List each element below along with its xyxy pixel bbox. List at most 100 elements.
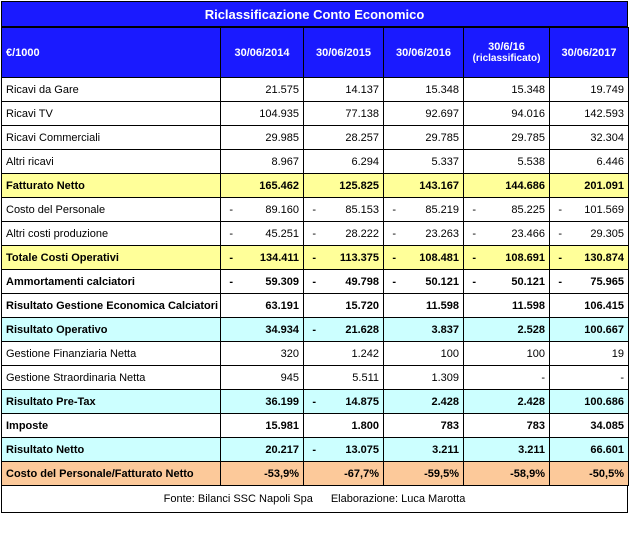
value-text: 66.601 <box>590 443 624 456</box>
value-text: 134.411 <box>259 251 299 264</box>
value-cell: 100 <box>463 341 550 366</box>
column-header: 30/06/2014 <box>220 27 304 78</box>
value-text: 11.598 <box>511 299 545 312</box>
value-cell: -53,9% <box>220 461 304 486</box>
value-cell: -50,5% <box>549 461 629 486</box>
negative-sign: - <box>229 275 233 288</box>
value-cell: 14.137 <box>303 77 384 102</box>
value-cell: 945 <box>220 365 304 390</box>
value-cell: 104.935 <box>220 101 304 126</box>
value-text: -53,9% <box>264 467 299 480</box>
value-cell: 5.538 <box>463 149 550 174</box>
value-cell: 144.686 <box>463 173 550 198</box>
row-label: Risultato Operativo <box>1 317 221 342</box>
value-text: 6.446 <box>596 155 624 168</box>
value-cell: - 50.121 <box>463 269 550 294</box>
value-text: 3.211 <box>432 443 459 456</box>
negative-sign: - <box>558 203 562 216</box>
table-row: Ricavi TV 104.935 77.138 92.697 94.016 142.59… <box>1 101 629 126</box>
row-label: Ricavi TV <box>1 101 221 126</box>
value-text: 783 <box>440 419 459 432</box>
table-row: Risultato Gestione Economica Calciatori 6… <box>1 293 629 318</box>
value-cell: 63.191 <box>220 293 304 318</box>
value-text: 1.800 <box>351 419 379 432</box>
column-header-label: 30/06/2016 <box>395 46 452 59</box>
value-text: 85.219 <box>425 203 459 216</box>
table-row: Totale Costi Operativi -134.411-113.375-1… <box>1 245 629 270</box>
value-cell: 8.967 <box>220 149 304 174</box>
table-row: Altri ricavi 8.967 6.294 5.337 5.538 6.446 <box>1 149 629 174</box>
value-text: 8.967 <box>271 155 299 168</box>
value-cell: 1.242 <box>303 341 384 366</box>
value-cell: 66.601 <box>549 437 629 462</box>
value-cell: 106.415 <box>549 293 629 318</box>
value-cell: - 28.222 <box>303 221 384 246</box>
value-text: 5.538 <box>517 155 545 168</box>
value-cell: 28.257 <box>303 125 384 150</box>
value-cell: 1.309 <box>383 365 464 390</box>
value-text: 34.934 <box>265 323 299 336</box>
value-cell: 783 <box>463 413 550 438</box>
value-text: 21.628 <box>345 323 379 336</box>
negative-sign: - <box>312 323 316 336</box>
negative-sign: - <box>229 203 233 216</box>
negative-sign: - <box>472 275 476 288</box>
negative-sign: - <box>472 227 476 240</box>
value-cell: - 50.121 <box>383 269 464 294</box>
value-cell: 21.575 <box>220 77 304 102</box>
value-text: 100 <box>526 347 545 360</box>
value-cell: - <box>463 365 550 390</box>
value-cell: 3.211 <box>383 437 464 462</box>
value-text: 21.575 <box>265 83 299 96</box>
unit-header: €/1000 <box>1 27 221 78</box>
value-text: 32.304 <box>590 131 624 144</box>
value-text: 3.837 <box>431 323 459 336</box>
value-cell: 143.167 <box>383 173 464 198</box>
value-cell: 15.348 <box>383 77 464 102</box>
value-text: 92.697 <box>425 107 459 120</box>
value-cell: 77.138 <box>303 101 384 126</box>
column-header: 30/06/2015 <box>303 27 384 78</box>
row-label: Gestione Straordinaria Netta <box>1 365 221 390</box>
value-cell: 92.697 <box>383 101 464 126</box>
value-cell: - 14.875 <box>303 389 384 414</box>
value-cell: - 23.263 <box>383 221 464 246</box>
value-cell: 5.337 <box>383 149 464 174</box>
row-label: Risultato Pre-Tax <box>1 389 221 414</box>
value-text: 50.121 <box>511 275 545 288</box>
value-cell: 29.985 <box>220 125 304 150</box>
value-cell: 320 <box>220 341 304 366</box>
table-footer: Fonte: Bilanci SSC Napoli Spa Elaborazion… <box>1 486 628 513</box>
value-cell: 100 <box>383 341 464 366</box>
negative-sign: - <box>392 251 396 264</box>
value-cell: - 85.153 <box>303 197 384 222</box>
value-cell: 20.217 <box>220 437 304 462</box>
value-text: 23.466 <box>511 227 545 240</box>
value-text: 3.211 <box>518 443 545 456</box>
row-label: Altri ricavi <box>1 149 221 174</box>
value-text: - <box>620 371 624 384</box>
value-cell: 2.528 <box>463 317 550 342</box>
value-cell: 2.428 <box>463 389 550 414</box>
table-row: Risultato Netto 20.217- 13.075 3.211 3.211 66… <box>1 437 629 462</box>
value-text: 100.667 <box>584 323 624 336</box>
value-text: -50,5% <box>589 467 624 480</box>
value-cell: 1.800 <box>303 413 384 438</box>
value-cell: 29.785 <box>463 125 550 150</box>
negative-sign: - <box>229 227 233 240</box>
income-statement-table: €/1000 30/06/2014 30/06/2015 30/06/2016 … <box>1 27 629 486</box>
value-text: 23.263 <box>425 227 459 240</box>
negative-sign: - <box>392 203 396 216</box>
value-cell: - 134.411 <box>220 245 304 270</box>
table-row: Altri costi produzione -45.251-28.222-23.… <box>1 221 629 246</box>
column-header-label: 30/06/2014 <box>234 46 290 59</box>
value-text: 5.511 <box>352 371 379 384</box>
value-cell: - 49.798 <box>303 269 384 294</box>
value-text: 783 <box>526 419 545 432</box>
value-text: 5.337 <box>431 155 459 168</box>
value-cell: 6.446 <box>549 149 629 174</box>
column-header: 30/06/2016 <box>383 27 464 78</box>
value-cell: - 13.075 <box>303 437 384 462</box>
value-cell: 15.981 <box>220 413 304 438</box>
table-row: Fatturato Netto 165.462 125.825 143.167 144.… <box>1 173 629 198</box>
